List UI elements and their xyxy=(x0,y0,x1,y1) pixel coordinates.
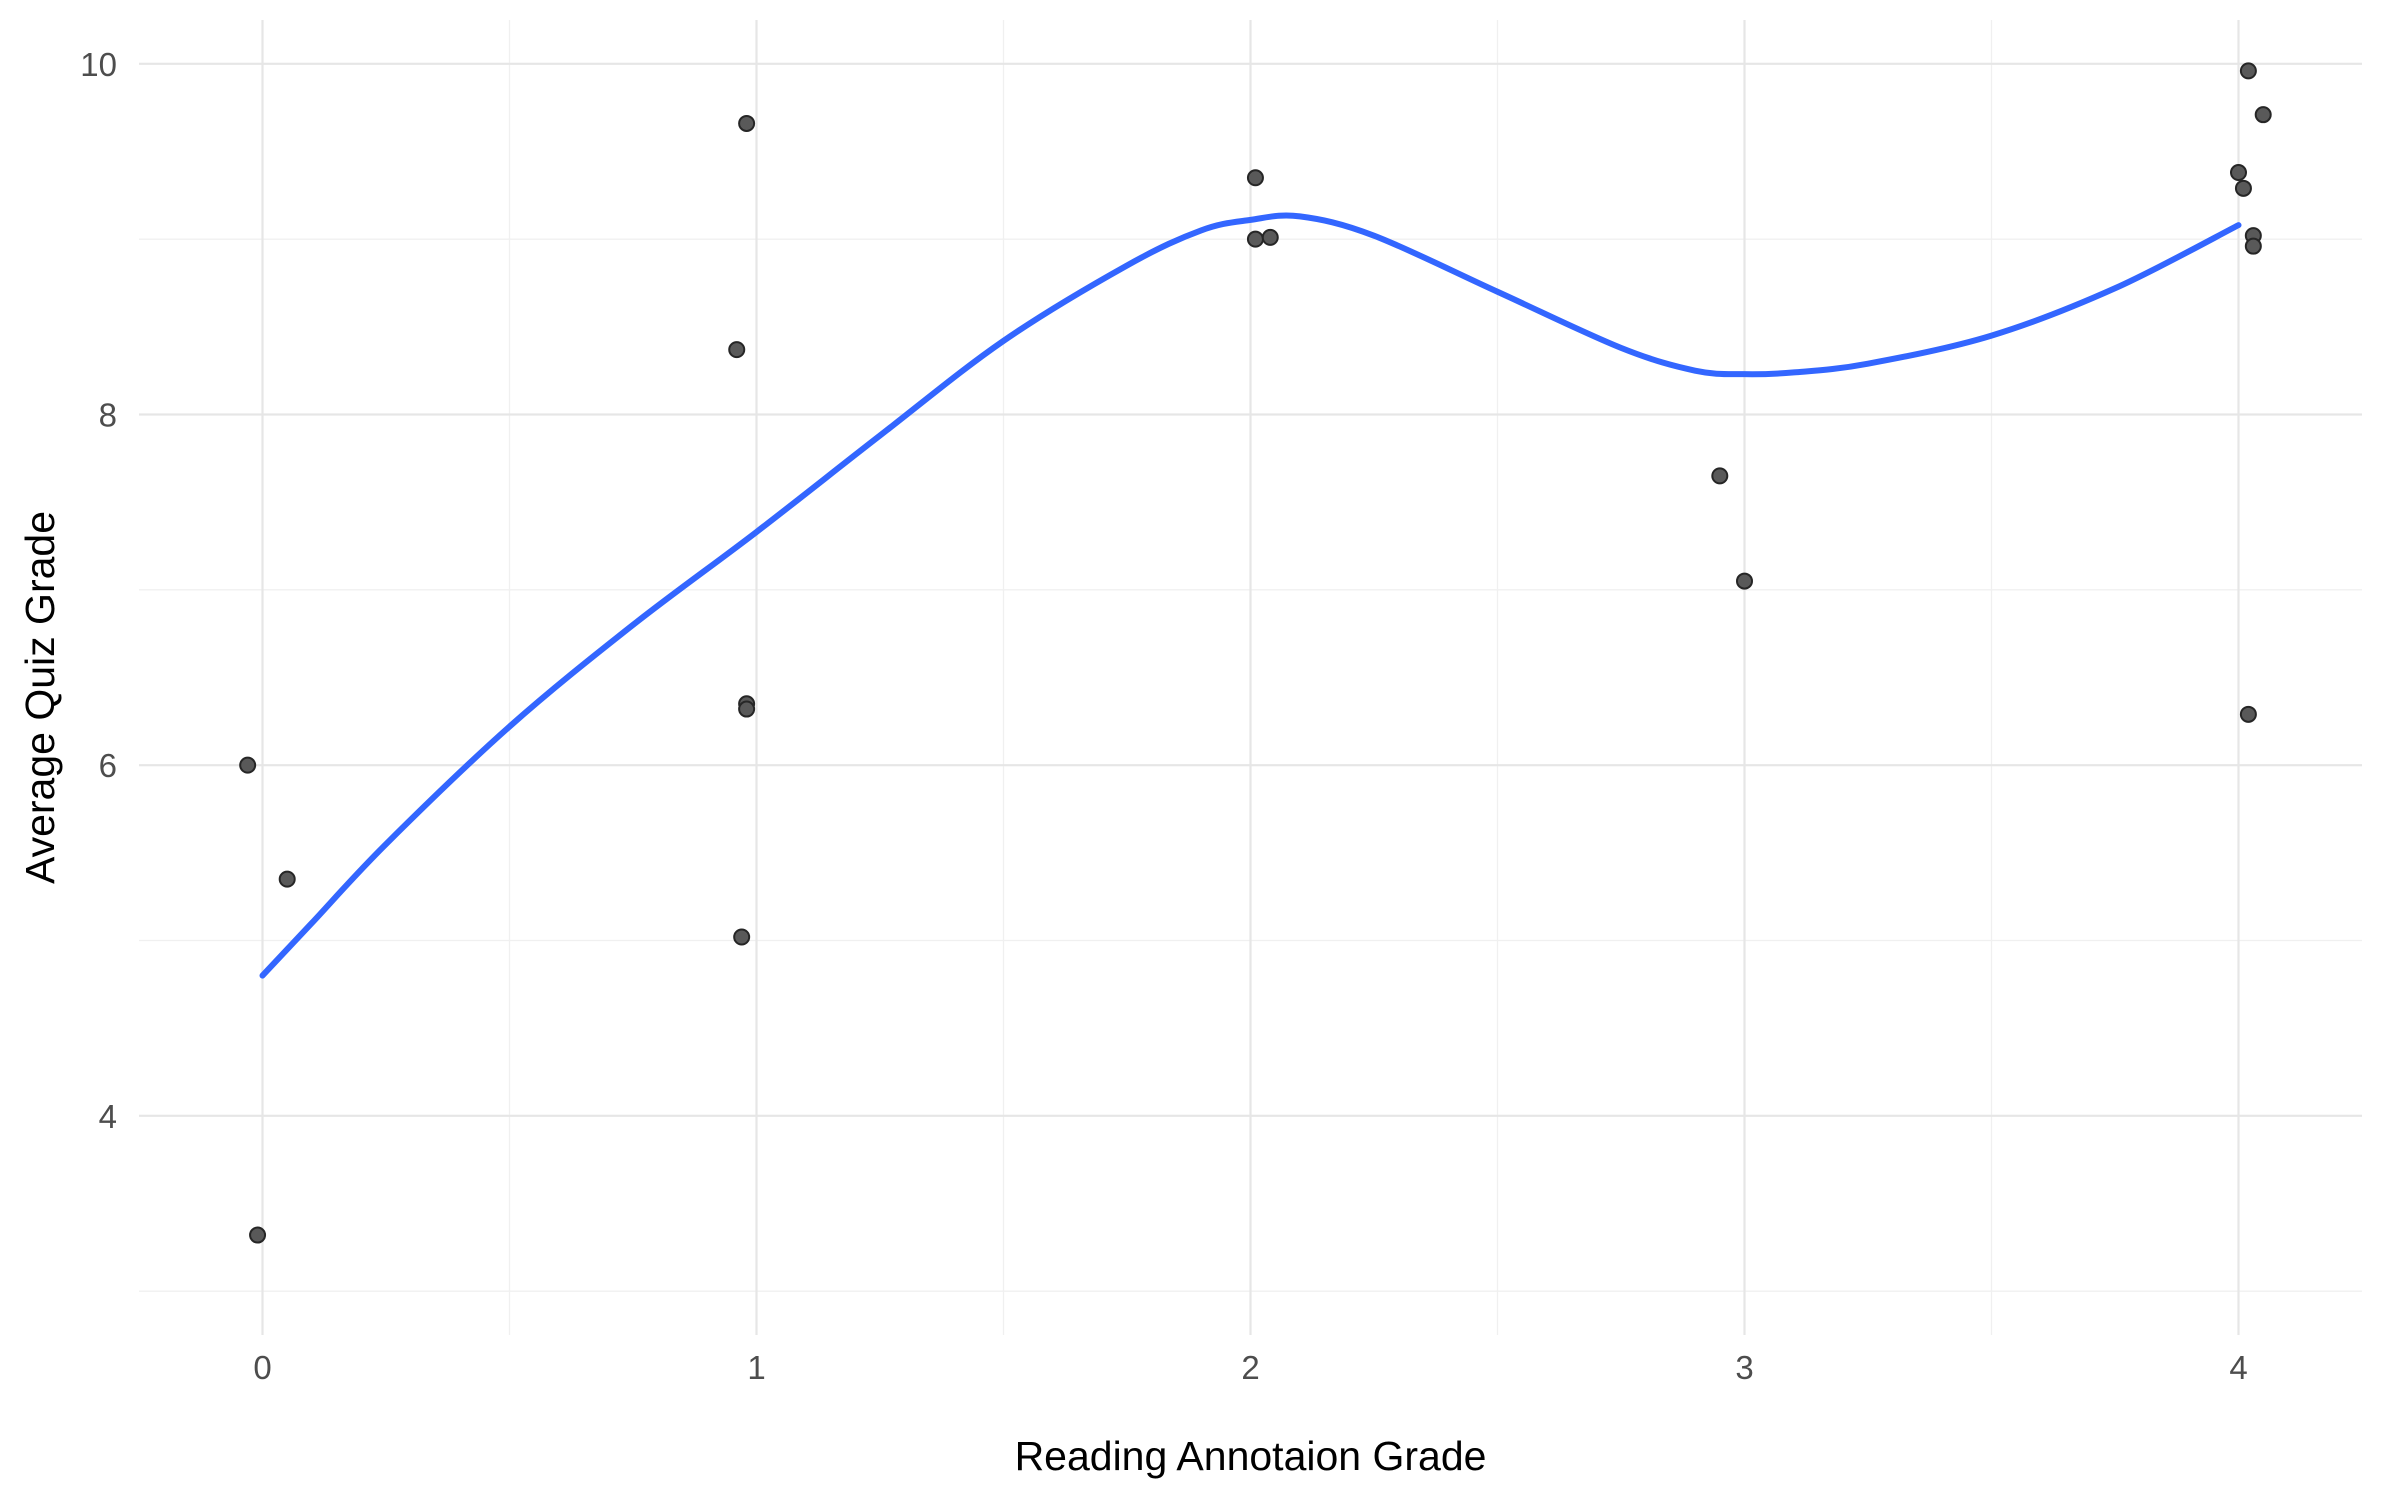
data-point xyxy=(2244,237,2262,255)
data-point xyxy=(1261,228,1279,246)
y-tick-labels: 4 6 8 10 xyxy=(80,46,117,1135)
data-point xyxy=(738,114,756,132)
y-tick-label: 10 xyxy=(80,46,117,83)
data-point xyxy=(1246,230,1264,248)
data-point xyxy=(738,700,756,718)
x-tick-labels: 0 1 2 3 4 xyxy=(253,1349,2247,1386)
y-tick-label: 8 xyxy=(99,397,117,434)
y-tick-label: 6 xyxy=(99,747,117,784)
data-point xyxy=(2239,705,2257,723)
data-point xyxy=(2230,164,2247,182)
x-tick-label: 1 xyxy=(747,1349,765,1386)
x-tick-label: 0 xyxy=(253,1349,271,1386)
points-layer xyxy=(239,62,2272,1244)
x-tick-label: 4 xyxy=(2229,1349,2247,1386)
data-point xyxy=(1711,467,1729,485)
data-point xyxy=(239,756,257,774)
data-point xyxy=(1736,572,1753,590)
y-axis-title: Average Quiz Grade xyxy=(17,511,63,884)
data-point xyxy=(249,1226,267,1244)
data-point xyxy=(2254,106,2272,124)
x-tick-label: 3 xyxy=(1735,1349,1753,1386)
data-point xyxy=(728,341,746,359)
x-tick-label: 2 xyxy=(1241,1349,1259,1386)
data-point xyxy=(278,870,296,888)
grid-major-x xyxy=(261,20,2240,1335)
data-point xyxy=(733,928,751,946)
smooth-trend-line xyxy=(259,212,2242,979)
y-tick-label: 4 xyxy=(99,1098,117,1135)
data-point xyxy=(1246,169,1264,187)
data-point xyxy=(2239,62,2257,80)
data-point xyxy=(2234,179,2252,197)
x-axis-title: Reading Annotaion Grade xyxy=(1015,1433,1487,1479)
